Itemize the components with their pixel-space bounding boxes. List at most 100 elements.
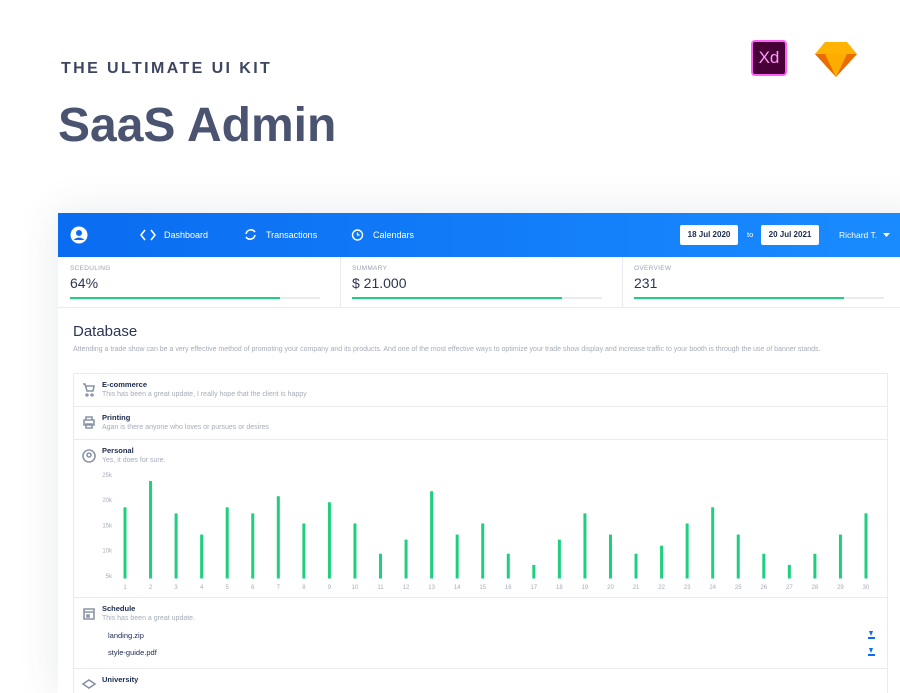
bar — [404, 539, 408, 579]
bar — [762, 553, 766, 579]
nav-item[interactable]: Dashboard — [164, 230, 209, 240]
x-tick-label: 8 — [302, 585, 306, 591]
bar — [660, 545, 664, 579]
row-icon — [81, 679, 97, 689]
row-title: E-commerce — [102, 380, 148, 389]
sketch-logo — [815, 42, 857, 77]
x-tick-label: 23 — [684, 585, 691, 591]
x-tick-label: 26 — [760, 585, 767, 591]
row-subtitle: This has been a great update, I really h… — [102, 391, 307, 398]
x-tick-label: 27 — [786, 585, 793, 591]
list-row[interactable]: E-commerce This has been a great update, … — [73, 373, 888, 407]
bar — [787, 564, 791, 579]
file-name: style-guide.pdf — [108, 648, 157, 657]
bar — [379, 553, 383, 579]
download-arrow — [869, 631, 873, 636]
bar — [327, 502, 331, 579]
row-icon — [83, 608, 95, 620]
bar — [583, 513, 587, 579]
bar — [864, 513, 868, 579]
x-tick-label: 11 — [377, 585, 384, 591]
y-tick-label: 15k — [102, 523, 113, 529]
x-tick-label: 25 — [735, 585, 742, 591]
x-tick-label: 21 — [633, 585, 640, 591]
bar — [174, 513, 178, 579]
bar — [225, 507, 229, 579]
bar — [838, 534, 842, 579]
x-tick-label: 1 — [123, 585, 127, 591]
bar — [123, 507, 127, 579]
stat-card: OVERVIEW 231 — [622, 257, 900, 308]
x-tick-label: 12 — [403, 585, 410, 591]
row-subtitle: This has been a great update. — [102, 615, 196, 622]
x-tick-label: 18 — [556, 585, 563, 591]
dashboard-icon — [140, 229, 156, 241]
list-row[interactable]: University — [73, 668, 888, 693]
row-title: Schedule — [102, 604, 136, 613]
list-row[interactable]: Schedule This has been a great update. lan… — [73, 597, 888, 669]
nav-item[interactable]: Calendars — [373, 230, 415, 240]
x-tick-label: 14 — [454, 585, 461, 591]
nav-item[interactable]: Transactions — [266, 230, 318, 240]
calendars-icon — [351, 229, 364, 241]
stat-label: OVERVIEW — [634, 265, 672, 272]
date-from[interactable]: 18 Jul 2020 — [680, 225, 738, 245]
x-tick-label: 6 — [251, 585, 255, 591]
user-name[interactable]: Richard T. — [839, 230, 878, 240]
row-icon — [83, 416, 95, 429]
file-name: landing.zip — [108, 631, 144, 640]
x-tick-label: 22 — [658, 585, 665, 591]
progress-fill — [70, 297, 280, 299]
download-icon[interactable] — [868, 631, 875, 639]
row-icon — [82, 449, 96, 463]
bar — [736, 534, 740, 579]
progress-fill — [634, 297, 844, 299]
stat-label: SUMMARY — [352, 265, 388, 272]
download-icon[interactable] — [868, 648, 875, 656]
stat-value: 64% — [70, 275, 99, 291]
x-tick-label: 16 — [505, 585, 512, 591]
stat-card: SUMMARY $ 21.000 — [340, 257, 623, 308]
date-to-label: to — [747, 230, 754, 239]
x-tick-label: 17 — [530, 585, 537, 591]
x-tick-label: 10 — [352, 585, 359, 591]
nav-bar: Dashboard Transactions Calendars 18 Jul … — [58, 213, 900, 257]
x-tick-label: 30 — [863, 585, 870, 591]
x-tick-label: 4 — [200, 585, 204, 591]
section-description: Attending a trade show can be a very eff… — [73, 346, 821, 353]
y-tick-label: 5k — [106, 574, 113, 580]
stat-value: 231 — [634, 275, 658, 291]
bar — [532, 564, 536, 579]
caret — [883, 233, 890, 237]
x-tick-label: 19 — [582, 585, 589, 591]
stat-value: $ 21.000 — [352, 275, 407, 291]
list-row[interactable]: Personal Yes, it does for sure. — [73, 439, 888, 598]
progress-fill — [352, 297, 562, 299]
bar — [685, 523, 689, 579]
x-tick-label: 29 — [837, 585, 844, 591]
bar — [353, 523, 357, 579]
bar — [200, 534, 204, 579]
y-tick-label: 20k — [102, 498, 113, 504]
bar — [481, 523, 485, 579]
x-tick-label: 7 — [277, 585, 281, 591]
bar — [813, 553, 817, 579]
list-row[interactable]: Printing Agan is there anyone who loves o… — [73, 406, 888, 440]
stat-label: SCEDULING — [70, 265, 111, 272]
stat-card: SCEDULING 64% — [58, 257, 341, 308]
date-to[interactable]: 20 Jul 2021 — [761, 225, 819, 245]
bar — [302, 523, 306, 579]
user-icon[interactable] — [70, 226, 88, 244]
row-title: Personal — [102, 446, 134, 455]
x-tick-label: 15 — [479, 585, 486, 591]
row-icon — [83, 383, 95, 397]
bar — [455, 534, 459, 579]
page-title: SaaS Admin — [58, 99, 337, 152]
y-tick-label: 10k — [102, 549, 113, 555]
x-tick-label: 2 — [149, 585, 153, 591]
x-tick-label: 9 — [328, 585, 332, 591]
bar — [557, 539, 561, 579]
admin-panel: Dashboard Transactions Calendars 18 Jul … — [58, 213, 900, 693]
row-subtitle: Agan is there anyone who loves or pursue… — [102, 424, 269, 431]
